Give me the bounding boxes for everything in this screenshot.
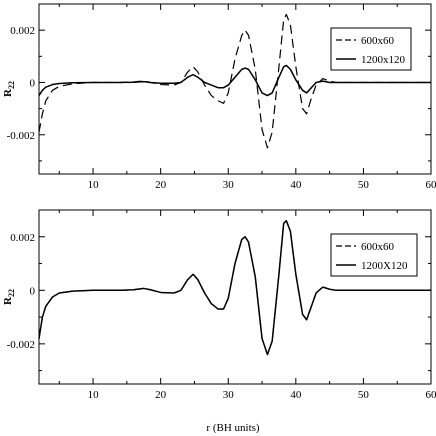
- y-axis-title-subscript: 22: [7, 289, 16, 297]
- legend-box: [330, 233, 418, 277]
- x-tick-label: 20: [155, 179, 167, 191]
- x-tick-label: 30: [223, 179, 235, 191]
- y-axis-title-subscript: 22: [7, 81, 16, 89]
- x-tick-label: 60: [426, 179, 436, 191]
- y-axis-title-main: R: [2, 88, 14, 97]
- x-tick-label: 20: [155, 389, 167, 401]
- x-axis-title: r (BH units): [206, 422, 260, 434]
- legend: 600x60 1200x120: [330, 27, 412, 71]
- series-line-solid: [38, 64, 431, 97]
- x-tick-label: 10: [88, 389, 100, 401]
- legend-label: 1200X120: [361, 260, 408, 272]
- plot-frame: [38, 3, 432, 175]
- x-tick-label: 60: [426, 389, 436, 401]
- x-tick-label: 40: [290, 389, 302, 401]
- x-tick-label: 10: [88, 179, 100, 191]
- y-axis-title-main: R: [2, 296, 14, 305]
- y-tick-label: 0: [30, 285, 36, 297]
- y-tick-label: 0: [30, 77, 36, 89]
- series-line-solid: [38, 219, 431, 356]
- y-axis-title: R22: [2, 81, 16, 97]
- y-tick-label: 0.002: [10, 232, 35, 244]
- legend-box: [330, 27, 412, 71]
- y-tick-label: 0.002: [10, 25, 35, 37]
- legend-label: 600x60: [361, 35, 395, 47]
- x-tick-label: 50: [358, 389, 370, 401]
- x-tick-label: 30: [223, 389, 235, 401]
- legend: 600x60 1200X120: [330, 233, 418, 277]
- bottom-panel: 10 20 30 40 50 60 -0.002 0 0.002 R22 600x60 1200X12…: [2, 209, 436, 401]
- y-tick-label: -0.002: [7, 339, 35, 351]
- x-tick-label: 40: [290, 179, 302, 191]
- x-tick-label: 50: [358, 179, 370, 191]
- legend-label: 1200x120: [361, 54, 406, 66]
- plot-frame: [38, 209, 432, 385]
- y-axis-title: R22: [2, 289, 16, 305]
- top-panel: 10 20 30 40 50 60 -0.002 0 0.002 R22 600x60 1200x12…: [2, 3, 436, 191]
- y-tick-label: -0.002: [7, 130, 35, 142]
- legend-label: 600x60: [361, 241, 395, 253]
